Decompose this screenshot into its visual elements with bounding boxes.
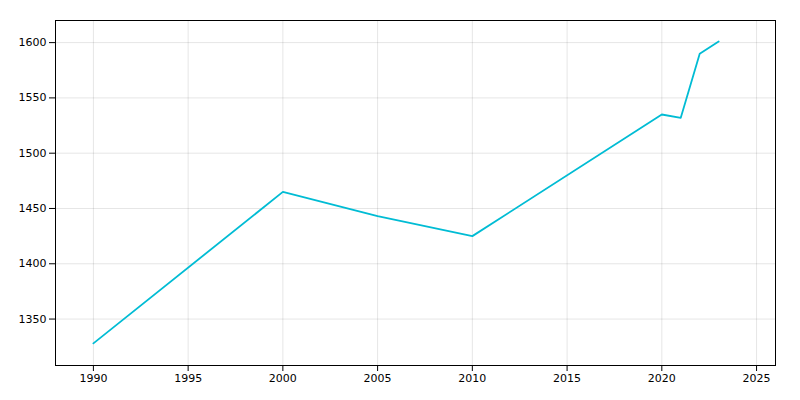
svg-text:1500: 1500 (19, 147, 47, 160)
svg-text:1990: 1990 (79, 372, 107, 385)
svg-text:1400: 1400 (19, 257, 47, 270)
svg-text:2025: 2025 (743, 372, 771, 385)
svg-text:2015: 2015 (553, 372, 581, 385)
svg-text:2010: 2010 (458, 372, 486, 385)
svg-text:2005: 2005 (364, 372, 392, 385)
svg-text:1995: 1995 (174, 372, 202, 385)
svg-text:1350: 1350 (19, 313, 47, 326)
svg-text:1450: 1450 (19, 202, 47, 215)
svg-text:1600: 1600 (19, 36, 47, 49)
svg-text:2020: 2020 (648, 372, 676, 385)
svg-text:2000: 2000 (269, 372, 297, 385)
svg-text:1550: 1550 (19, 91, 47, 104)
